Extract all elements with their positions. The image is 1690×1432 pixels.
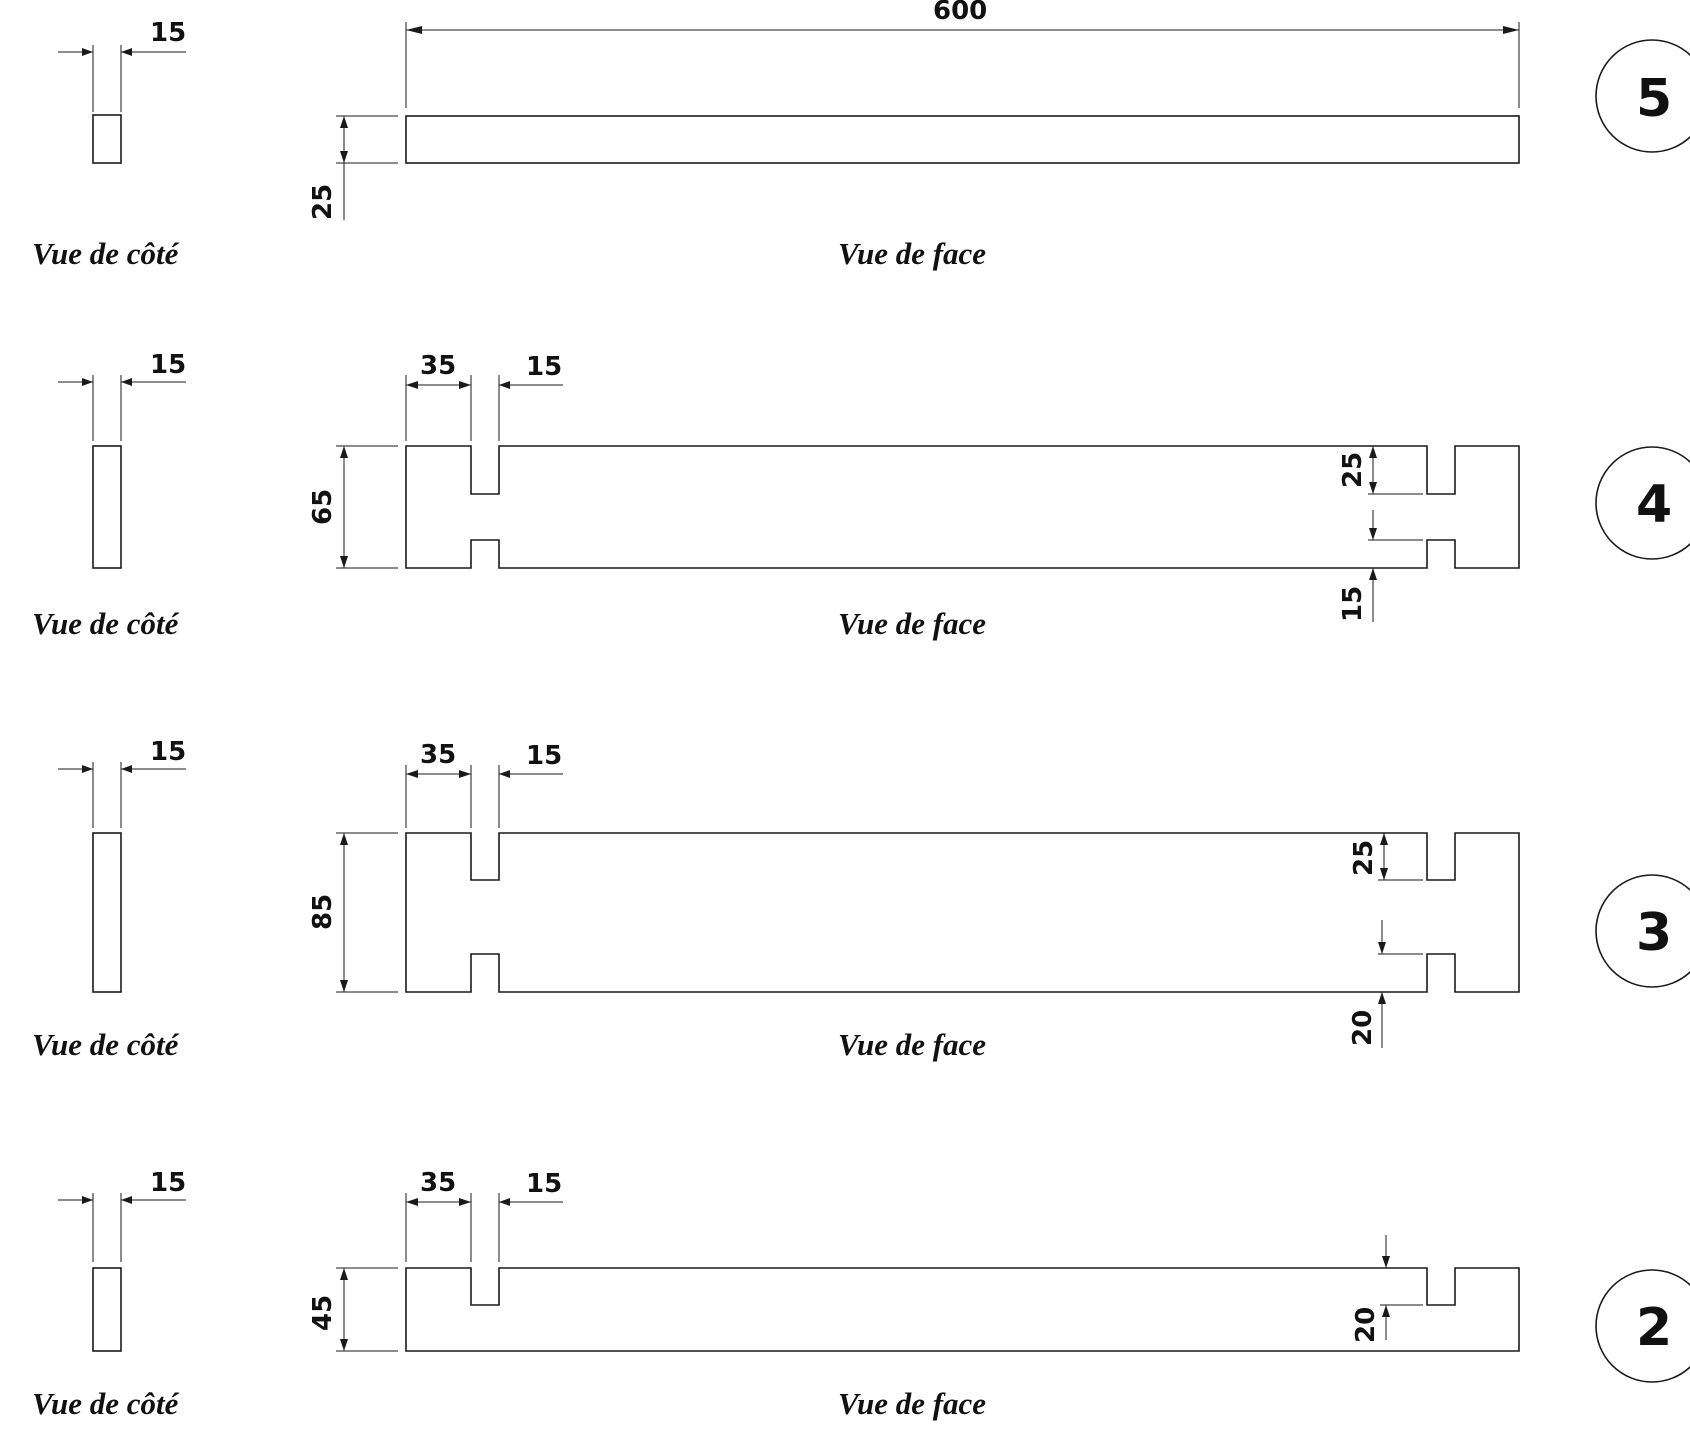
part-5-face-caption: Vue de face [838, 236, 986, 271]
part-3-face-profile [405, 832, 1520, 993]
part-5-side-profile [92, 114, 122, 164]
part-4-face-view: 35 15 65 25 15 [308, 351, 1520, 622]
part-2-side-width-label: 15 [150, 1168, 186, 1198]
part-3-number-bubble: 3 [1595, 874, 1690, 988]
part-4-number: 4 [1636, 475, 1672, 535]
part-2-notch-offset-label: 35 [420, 1168, 456, 1198]
part-3-notch-offset-label: 35 [420, 740, 456, 770]
part-3-face-view: 35 15 85 25 20 [308, 740, 1520, 1048]
part-4-height-label: 65 [308, 489, 338, 525]
part-2-number-bubble: 2 [1595, 1269, 1690, 1383]
part-2-face-view: 35 15 45 20 [308, 1168, 1520, 1352]
part-3-face-caption: Vue de face [838, 1027, 986, 1062]
part-3-top-notch-depth-label: 25 [1349, 840, 1379, 876]
part-4-bottom-notch-depth-label: 15 [1338, 586, 1368, 622]
part-4-side-width-label: 15 [150, 350, 186, 380]
part-2-top-notch-depth-label: 20 [1351, 1307, 1381, 1343]
part-4-number-bubble: 4 [1595, 446, 1690, 560]
part-2-side-caption: Vue de côté [32, 1386, 180, 1421]
part-2-side-view: 15 [58, 1168, 186, 1352]
part-3-side-profile [92, 832, 122, 993]
part-3-notch-width-label: 15 [526, 741, 562, 771]
part-2-side-profile [92, 1267, 122, 1352]
part-4-side-caption: Vue de côté [32, 606, 180, 641]
part-2-number: 2 [1636, 1298, 1672, 1358]
part-4: 15 Vue de côté 35 15 65 [32, 350, 1690, 641]
part-5-face-profile [405, 115, 1520, 164]
part-2: 15 Vue de côté 35 15 45 20 [32, 1168, 1690, 1421]
part-3-height-label: 85 [308, 894, 338, 930]
part-2-notch-width-label: 15 [526, 1169, 562, 1199]
part-4-face-caption: Vue de face [838, 606, 986, 641]
part-2-face-profile [405, 1267, 1520, 1352]
part-3-side-caption: Vue de côté [32, 1027, 180, 1062]
part-2-height-label: 45 [308, 1295, 338, 1331]
part-4-notch-offset-label: 35 [420, 351, 456, 381]
part-5-height-label: 25 [308, 184, 338, 220]
part-4-side-profile [92, 445, 122, 569]
part-5-side-view: 15 [58, 18, 186, 164]
part-5-face-view: 600 25 [308, 0, 1520, 220]
part-4-side-view: 15 [58, 350, 186, 569]
part-3-side-view: 15 [58, 737, 186, 993]
part-5-side-caption: Vue de côté [32, 236, 180, 271]
part-2-face-caption: Vue de face [838, 1386, 986, 1421]
part-4-face-profile [405, 445, 1520, 569]
part-5-length-label: 600 [933, 0, 987, 26]
part-5-number-bubble: 5 [1595, 39, 1690, 153]
part-5-side-width-label: 15 [150, 18, 186, 48]
part-4-notch-width-label: 15 [526, 352, 562, 382]
part-3-side-width-label: 15 [150, 737, 186, 767]
part-5-number: 5 [1636, 69, 1672, 129]
part-3-number: 3 [1636, 903, 1672, 963]
part-5: 15 Vue de côté 600 25 Vue de face 5 [32, 0, 1690, 271]
part-3: 15 Vue de côté 35 15 85 25 [32, 737, 1690, 1062]
part-4-top-notch-depth-label: 25 [1338, 452, 1368, 488]
part-3-bottom-notch-depth-label: 20 [1348, 1010, 1378, 1046]
